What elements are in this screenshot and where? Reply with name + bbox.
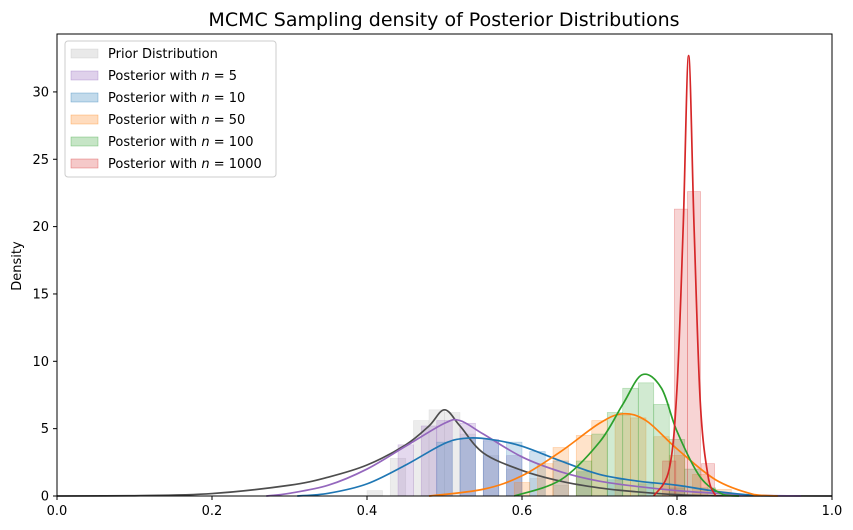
y-tick-label: 20: [32, 220, 49, 235]
legend-label-posterior-with-n-1000: Posterior with n = 1000: [108, 157, 262, 172]
legend-swatch-posterior-with-n-5: [70, 70, 99, 81]
y-tick-label: 30: [32, 85, 49, 100]
x-tick-label: 0.2: [202, 504, 223, 519]
x-tick-label: 1.0: [822, 504, 843, 519]
y-tick-label: 25: [32, 153, 49, 168]
kde-line-prior-distribution: [56, 408, 833, 497]
legend-label-posterior-with-n-50: Posterior with n = 50: [108, 113, 245, 128]
x-tick-label: 0.6: [512, 504, 533, 519]
legend-label-posterior-with-n-10: Posterior with n = 10: [108, 91, 245, 106]
legend-swatch-posterior-with-n-100: [70, 136, 99, 147]
kde-line-posterior-with-n-10: [297, 436, 778, 497]
kde-line-posterior-with-n-1000: [653, 54, 717, 497]
hist-bar-posterior-with-n-100-4: [637, 382, 655, 497]
y-tick-label: 15: [32, 287, 49, 302]
kde-line-posterior-with-n-50: [428, 412, 778, 497]
legend-swatch-prior-distribution: [70, 48, 99, 59]
chart-title: MCMC Sampling density of Posterior Distr…: [208, 9, 679, 31]
legend-swatch-posterior-with-n-50: [70, 114, 99, 125]
y-tick-label: 0: [41, 490, 49, 505]
hist-bar-posterior-with-n-10-1: [459, 437, 476, 497]
y-tick-label: 10: [32, 355, 49, 370]
y-tick-label: 5: [41, 422, 49, 437]
hist-bar-prior-distribution-0: [366, 490, 383, 497]
y-axis-label: Density: [10, 241, 25, 291]
hist-bar-posterior-with-n-5-1: [420, 425, 438, 497]
histogram-layer: [366, 191, 732, 497]
legend-label-posterior-with-n-100: Posterior with n = 100: [108, 135, 254, 150]
plot-frame: [56, 33, 833, 497]
axes: 0.0 0.2 0.4 0.6 0.8 1.0 0 5 10 15 20 25 30: [32, 33, 843, 519]
hist-bar-posterior-with-n-5-0: [397, 444, 414, 497]
x-tick-label: 0.8: [667, 504, 688, 519]
kde-layer: [56, 54, 833, 497]
x-tick-label: 0.4: [357, 504, 378, 519]
legend-label-posterior-with-n-5: Posterior with n = 5: [108, 69, 237, 84]
legend: Prior Distribution Posterior with n = 5 Po…: [64, 40, 277, 178]
legend-box: [64, 40, 277, 178]
x-tick-label: 0.0: [47, 504, 68, 519]
legend-label-prior-distribution: Prior Distribution: [108, 47, 218, 62]
legend-swatch-posterior-with-n-1000: [70, 158, 99, 169]
hist-bar-posterior-with-n-10-0: [436, 441, 453, 497]
legend-swatch-posterior-with-n-10: [70, 92, 99, 103]
kde-line-posterior-with-n-5: [266, 418, 802, 497]
